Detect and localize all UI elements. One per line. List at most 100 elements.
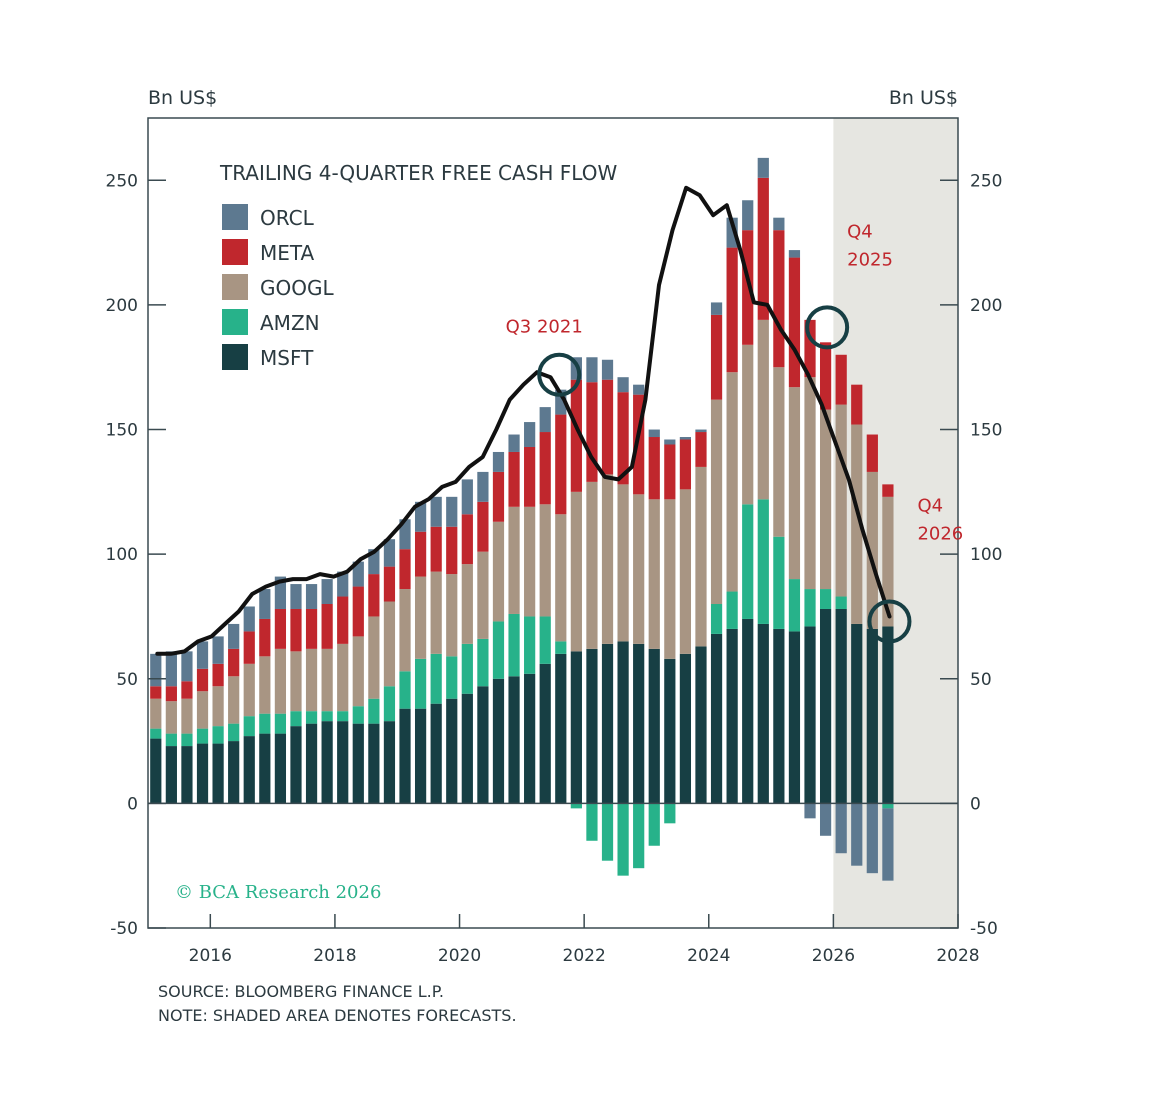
bar-googl-27 bbox=[570, 491, 582, 652]
y-tick-label-right-250: 250 bbox=[970, 171, 1002, 191]
bar-meta-40 bbox=[773, 230, 785, 368]
y-tick-label-right--50: -50 bbox=[970, 919, 998, 939]
bar-msft-29 bbox=[601, 643, 614, 804]
x-tick-label-2016: 2016 bbox=[189, 946, 232, 966]
bar-orcl-6 bbox=[243, 606, 255, 632]
bar-meta-13 bbox=[352, 586, 364, 637]
bar-msft-20 bbox=[461, 693, 473, 804]
bar-msft-24 bbox=[524, 673, 536, 804]
bar-msft-4 bbox=[212, 743, 224, 804]
bar-orcl-33 bbox=[664, 439, 676, 445]
bar-meta-11 bbox=[321, 604, 333, 649]
bar-amzn-18 bbox=[430, 653, 442, 704]
bar-amzn-12 bbox=[337, 711, 349, 722]
annotation-label-2: Q4 bbox=[917, 495, 943, 516]
bar-orcl-40 bbox=[773, 217, 785, 231]
bar-orcl-28 bbox=[586, 357, 598, 383]
bar-orcl-37 bbox=[726, 217, 738, 248]
bar-msft-0 bbox=[150, 738, 162, 804]
legend-swatch-meta bbox=[222, 239, 248, 265]
bar-googl-20 bbox=[461, 564, 473, 644]
bar-meta-25 bbox=[539, 432, 551, 505]
y-tick-label-right-0: 0 bbox=[970, 794, 981, 814]
bar-orcl-13 bbox=[352, 561, 364, 587]
bar-msft-21 bbox=[477, 686, 489, 804]
y-tick-label-left-200: 200 bbox=[106, 296, 138, 316]
bar-msft-7 bbox=[259, 733, 271, 804]
bar-msft-23 bbox=[508, 676, 520, 804]
bar-amzn-16 bbox=[399, 671, 411, 709]
bar-googl-14 bbox=[368, 616, 380, 699]
bar-googl-21 bbox=[477, 551, 489, 639]
bar-amzn-43 bbox=[819, 589, 832, 609]
x-tick-label-2020: 2020 bbox=[438, 946, 481, 966]
bar-amzn-6 bbox=[243, 716, 255, 737]
legend-label-amzn: AMZN bbox=[260, 311, 320, 335]
bar-msft-31 bbox=[633, 643, 645, 804]
bar-orcl-4 bbox=[212, 636, 224, 664]
bar-amzn-7 bbox=[259, 713, 271, 734]
bar-googl-26 bbox=[555, 514, 567, 642]
bar-msft-17 bbox=[414, 708, 427, 804]
bar-orcl-44 bbox=[835, 803, 847, 854]
bar-googl-16 bbox=[399, 589, 411, 672]
bar-msft-32 bbox=[648, 648, 660, 804]
bar-amzn-25 bbox=[539, 616, 551, 664]
bar-amzn-41 bbox=[788, 579, 801, 632]
bar-googl-24 bbox=[524, 506, 536, 617]
bar-orcl-10 bbox=[305, 584, 318, 609]
x-tick-label-2024: 2024 bbox=[687, 946, 730, 966]
bar-googl-41 bbox=[788, 387, 801, 580]
bar-orcl-17 bbox=[414, 501, 427, 532]
bar-meta-8 bbox=[274, 608, 287, 649]
bar-meta-1 bbox=[165, 686, 177, 702]
bar-msft-25 bbox=[539, 663, 551, 804]
bar-googl-38 bbox=[742, 344, 754, 505]
bar-msft-3 bbox=[196, 743, 209, 804]
bar-orcl-5 bbox=[228, 623, 240, 649]
bar-googl-8 bbox=[274, 648, 287, 714]
bar-googl-29 bbox=[601, 474, 614, 644]
bar-msft-44 bbox=[835, 608, 847, 804]
bar-meta-15 bbox=[383, 566, 396, 602]
bar-meta-35 bbox=[695, 432, 707, 467]
bar-googl-36 bbox=[710, 399, 723, 604]
bar-msft-45 bbox=[851, 623, 863, 804]
bar-orcl-22 bbox=[492, 451, 505, 472]
annotation-label-0: Q3 2021 bbox=[506, 317, 583, 338]
bar-googl-44 bbox=[835, 404, 847, 597]
bar-googl-2 bbox=[181, 698, 193, 734]
bar-meta-28 bbox=[586, 382, 598, 482]
bar-msft-13 bbox=[352, 723, 364, 804]
bar-orcl-21 bbox=[477, 471, 489, 502]
bar-meta-46 bbox=[866, 434, 878, 472]
bar-googl-10 bbox=[305, 648, 318, 712]
bar-orcl-25 bbox=[539, 407, 551, 433]
bar-meta-36 bbox=[710, 314, 723, 400]
annotation-circle-2 bbox=[867, 599, 912, 644]
bar-googl-42 bbox=[804, 377, 816, 590]
bar-amzn-22 bbox=[492, 621, 505, 679]
bar-orcl-3 bbox=[196, 641, 209, 669]
legend-label-googl: GOOGL bbox=[260, 276, 334, 300]
bar-meta-30 bbox=[617, 392, 629, 485]
bar-googl-43 bbox=[819, 409, 832, 590]
bar-orcl-26 bbox=[555, 389, 567, 415]
bar-amzn-5 bbox=[228, 723, 240, 742]
y-tick-label-left-0: 0 bbox=[127, 794, 138, 814]
bar-meta-27 bbox=[570, 379, 582, 492]
bar-msft-38 bbox=[742, 618, 754, 804]
bar-msft-43 bbox=[819, 608, 832, 804]
bar-meta-5 bbox=[228, 648, 240, 677]
bar-orcl-38 bbox=[742, 200, 754, 231]
bar-msft-9 bbox=[290, 726, 302, 804]
bar-meta-9 bbox=[290, 608, 302, 652]
bar-meta-10 bbox=[305, 608, 318, 649]
bar-msft-26 bbox=[555, 653, 567, 804]
bar-meta-33 bbox=[664, 444, 676, 500]
bar-googl-13 bbox=[352, 636, 364, 707]
bar-amzn-0 bbox=[150, 728, 162, 739]
y-unit-left: Bn US$ bbox=[148, 87, 217, 109]
bar-meta-29 bbox=[601, 379, 614, 475]
bar-orcl-0 bbox=[150, 653, 162, 687]
